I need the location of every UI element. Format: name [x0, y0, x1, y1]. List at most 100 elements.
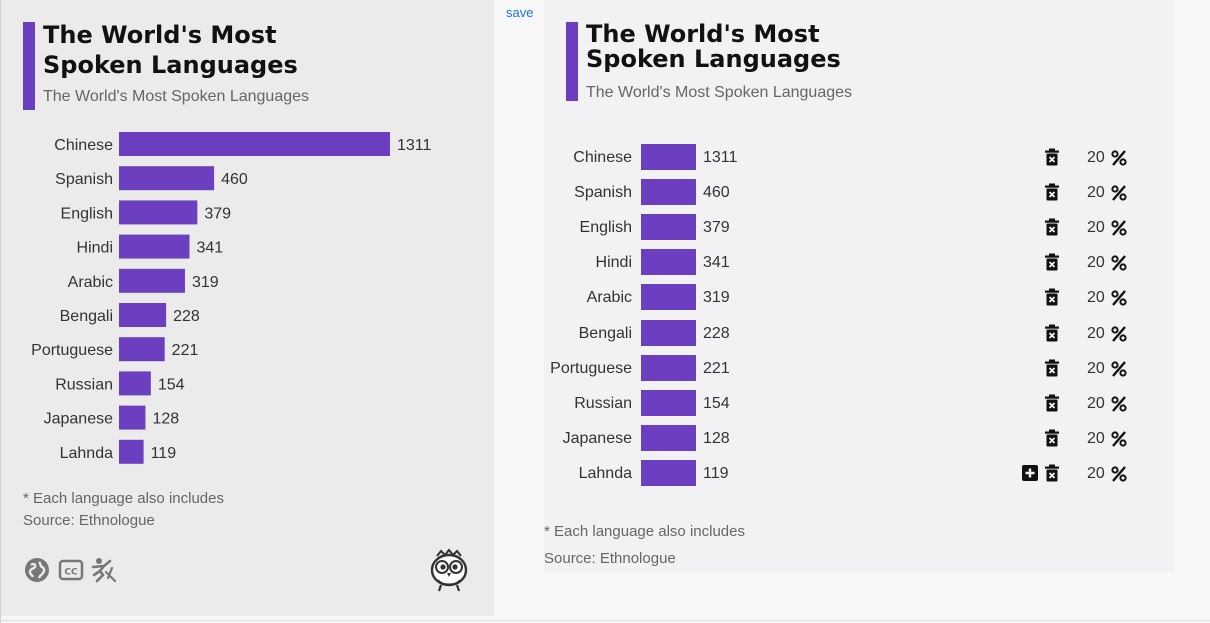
row-value[interactable]: 341 [703, 254, 730, 272]
row-percent-value[interactable]: 20 [1087, 394, 1105, 412]
category-label: Spanish [55, 171, 113, 188]
category-label: Portuguese [31, 342, 113, 359]
editor-row-russian: Russian 154 20 [544, 389, 1174, 424]
row-value[interactable]: 1311 [703, 149, 738, 166]
add-row-icon[interactable] [1022, 464, 1038, 481]
bar [119, 405, 146, 430]
row-percent-value[interactable]: 20 [1087, 254, 1105, 272]
row-bar [641, 284, 696, 311]
value-label: 319 [192, 274, 219, 291]
row-percent-value[interactable]: 20 [1087, 429, 1105, 447]
page-bottom-border [0, 620, 1210, 621]
delete-row-icon[interactable] [1044, 183, 1060, 201]
category-label: English [61, 205, 113, 222]
row-label[interactable]: Bengali [578, 324, 632, 342]
row-value[interactable]: 379 [703, 219, 730, 237]
delete-row-icon[interactable] [1044, 288, 1060, 306]
accessibility-icon[interactable] [90, 556, 118, 584]
row-value[interactable]: 119 [703, 464, 729, 482]
row-label[interactable]: Lahnda [578, 464, 632, 482]
percent-icon[interactable] [1111, 395, 1127, 412]
save-link[interactable]: save [506, 5, 534, 20]
chart-source: Source: Ethnologue [23, 512, 155, 529]
row-value[interactable]: 128 [703, 429, 730, 447]
percent-icon[interactable] [1111, 185, 1127, 201]
bar [119, 268, 185, 293]
bar [119, 371, 151, 396]
delete-row-icon[interactable] [1044, 253, 1060, 271]
title-accent-bar [566, 22, 578, 101]
row-percent-value[interactable]: 20 [1087, 324, 1105, 342]
editor-title[interactable]: The World's Most Spoken Languages [586, 20, 841, 73]
percent-icon[interactable] [1111, 150, 1127, 166]
row-bar [641, 424, 696, 451]
bar [119, 132, 390, 156]
closed-captions-icon[interactable]: CC [57, 556, 85, 584]
row-percent-value[interactable]: 20 [1087, 289, 1105, 307]
bar [119, 303, 167, 327]
delete-row-icon[interactable] [1044, 218, 1060, 236]
row-label[interactable]: Japanese [562, 429, 632, 447]
value-label: 128 [152, 411, 179, 428]
percent-icon[interactable] [1111, 431, 1127, 447]
row-label[interactable]: Portuguese [550, 359, 632, 377]
editor-row-chinese: Chinese 1311 20 [544, 143, 1174, 178]
percent-icon[interactable] [1111, 466, 1127, 482]
row-bar [641, 389, 696, 416]
bar [119, 439, 144, 464]
editor-row-spanish: Spanish 460 20 [544, 178, 1174, 213]
row-value[interactable]: 221 [703, 359, 730, 377]
percent-icon[interactable] [1111, 290, 1127, 307]
row-value[interactable]: 319 [703, 289, 730, 307]
row-label[interactable]: English [579, 219, 632, 237]
globe-icon[interactable] [23, 556, 51, 584]
row-label[interactable]: Chinese [573, 149, 632, 166]
row-bar [641, 319, 696, 346]
row-percent-value[interactable]: 20 [1087, 359, 1105, 377]
editor-row-english: English 379 20 [544, 213, 1174, 248]
editor-note[interactable]: * Each language also includes [544, 523, 745, 540]
row-value[interactable]: 154 [703, 394, 730, 412]
percent-icon[interactable] [1111, 360, 1127, 377]
bar [119, 166, 215, 191]
editor-row-portuguese: Portuguese 221 20 [544, 354, 1174, 389]
row-value[interactable]: 228 [703, 324, 730, 342]
delete-row-icon[interactable] [1044, 324, 1060, 342]
delete-row-icon[interactable] [1044, 148, 1060, 166]
row-label[interactable]: Arabic [586, 289, 632, 307]
editor-row-lahnda: Lahnda 119 20 [544, 459, 1174, 494]
row-percent-value[interactable]: 20 [1087, 149, 1105, 166]
delete-row-icon[interactable] [1044, 464, 1060, 482]
value-label: 119 [151, 445, 177, 462]
row-percent-value[interactable]: 20 [1087, 464, 1105, 482]
editor-source[interactable]: Source: Ethnologue [544, 550, 676, 567]
delete-row-icon[interactable] [1044, 429, 1060, 447]
chart-subtitle: The World's Most Spoken Languages [43, 88, 310, 105]
value-label: 460 [221, 171, 248, 188]
delete-row-icon[interactable] [1044, 359, 1060, 377]
percent-icon[interactable] [1111, 325, 1127, 342]
value-label: 154 [158, 376, 185, 393]
row-label[interactable]: Russian [574, 394, 632, 412]
percent-icon[interactable] [1111, 255, 1127, 272]
row-label[interactable]: Hindi [595, 254, 632, 272]
category-label: Japanese [44, 411, 113, 428]
row-label[interactable]: Spanish [574, 184, 632, 202]
row-bar [641, 144, 696, 170]
category-label: Arabic [68, 274, 113, 291]
category-label: Bengali [60, 308, 113, 325]
editor-row-bengali: Bengali 228 20 [544, 319, 1174, 354]
row-bar [641, 249, 696, 276]
bar [119, 234, 190, 259]
value-label: 1311 [397, 137, 432, 154]
row-value[interactable]: 460 [703, 184, 730, 202]
percent-icon[interactable] [1111, 220, 1127, 236]
editor-subtitle[interactable]: The World's Most Spoken Languages [586, 84, 853, 101]
category-label: Hindi [77, 240, 113, 257]
row-percent-value[interactable]: 20 [1087, 219, 1105, 237]
value-label: 221 [172, 342, 199, 359]
row-percent-value[interactable]: 20 [1087, 184, 1105, 202]
value-label: 341 [196, 240, 223, 257]
delete-row-icon[interactable] [1044, 394, 1060, 412]
bar-chart: Chinese 1311 Spanish 460 English 379 Hindi 341 A… [31, 132, 432, 464]
